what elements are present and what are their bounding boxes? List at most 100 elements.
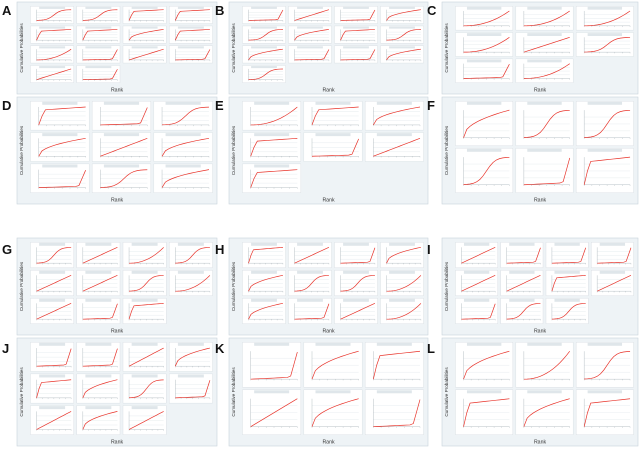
x-axis-label: Rank — [534, 440, 547, 446]
cumulative-curve — [161, 137, 210, 157]
subplot — [455, 32, 514, 57]
cumulative-curve — [38, 137, 86, 157]
cumulative-curve — [82, 49, 118, 61]
cumulative-curve — [311, 138, 359, 157]
subplot — [288, 241, 332, 268]
cumulative-curve — [248, 302, 283, 320]
cumulative-curve — [311, 398, 359, 427]
cumulative-curve — [162, 106, 209, 126]
y-axis-label: Cumulative Probabilities — [19, 125, 24, 175]
panel-f: F Cumulative Probabilities Rank — [427, 96, 639, 205]
cumulative-curve — [523, 109, 570, 138]
cumulative-curve — [461, 303, 496, 320]
panel-letter: L — [427, 341, 435, 356]
panel-letter: C — [427, 3, 437, 18]
cumulative-curve — [386, 48, 421, 61]
subplot — [169, 5, 213, 24]
subplot — [169, 373, 213, 404]
cumulative-curve — [100, 107, 148, 126]
cumulative-curve — [248, 247, 283, 264]
subplot — [91, 163, 152, 194]
subplot — [153, 163, 213, 194]
subplot — [334, 25, 378, 44]
subplot — [591, 241, 634, 268]
cumulative-curve — [340, 29, 375, 41]
subplot — [364, 389, 424, 436]
cumulative-curve — [36, 348, 72, 367]
y-axis-label: Cumulative Probabilities — [444, 125, 449, 175]
cumulative-curve — [36, 247, 72, 264]
subplot — [76, 270, 121, 297]
subplot — [545, 298, 589, 325]
cumulative-curve — [82, 69, 118, 81]
subplot — [515, 58, 574, 83]
cumulative-curve — [583, 156, 631, 185]
x-axis-label: Rank — [322, 88, 335, 94]
y-axis-label: Cumulative Probabilities — [444, 367, 449, 417]
subplot — [30, 5, 74, 24]
cumulative-curve — [506, 275, 541, 292]
cumulative-curve — [36, 29, 72, 41]
cumulative-curve — [523, 10, 570, 27]
subplot — [334, 5, 378, 24]
subplot — [76, 5, 121, 24]
cumulative-curve — [294, 303, 330, 320]
subplot — [288, 45, 332, 64]
cumulative-curve — [584, 10, 631, 27]
cumulative-curve — [128, 303, 164, 320]
cumulative-curve — [506, 303, 541, 320]
subplot — [169, 241, 213, 268]
subplot — [122, 405, 167, 435]
panel-e: E Cumulative Probabilities Rank — [215, 96, 429, 205]
subplot — [515, 32, 574, 57]
cumulative-curve — [463, 10, 510, 27]
subplot — [122, 241, 167, 268]
cumulative-curve — [250, 106, 298, 126]
subplot — [30, 100, 90, 131]
cumulative-curve — [551, 303, 586, 320]
subplot — [91, 132, 152, 162]
subplot — [242, 389, 302, 436]
subplot — [242, 5, 286, 24]
cumulative-curve — [36, 411, 72, 430]
subplot — [242, 65, 286, 83]
cumulative-curve — [523, 398, 570, 427]
cumulative-curve — [311, 350, 359, 380]
subplot — [30, 132, 90, 162]
cumulative-curve — [340, 275, 375, 292]
cumulative-curve — [523, 351, 571, 380]
subplot — [380, 241, 424, 268]
cumulative-curve — [386, 303, 422, 320]
cumulative-curve — [38, 170, 86, 188]
cumulative-curve — [174, 9, 210, 21]
x-axis-label: Rank — [322, 440, 335, 446]
panel-j: J Cumulative Probabilities Rank — [2, 337, 218, 447]
x-axis-label: Rank — [534, 329, 547, 335]
subplot — [334, 270, 378, 297]
panel-d: D Cumulative Probabilities Rank — [2, 96, 218, 205]
cumulative-curve — [523, 36, 570, 53]
subplot — [455, 5, 514, 31]
subplot — [76, 25, 121, 44]
cumulative-curve — [82, 275, 118, 292]
subplot — [153, 100, 213, 131]
cumulative-curve — [175, 380, 211, 399]
panel-letter: B — [215, 3, 224, 18]
cumulative-curve — [294, 247, 330, 264]
cumulative-curve — [175, 49, 211, 61]
panel-letter: D — [2, 98, 11, 113]
cumulative-curve — [551, 275, 586, 292]
cumulative-curve — [463, 156, 510, 185]
subplot — [334, 298, 378, 325]
subplot — [169, 45, 213, 64]
panel-letter: G — [2, 242, 12, 257]
cumulative-curve — [463, 63, 510, 79]
cumulative-curve — [461, 275, 496, 292]
subplot — [575, 147, 634, 193]
cumulative-curve — [161, 169, 210, 188]
subplot — [76, 45, 121, 64]
subplot — [364, 100, 424, 131]
subplot — [122, 298, 167, 325]
subplot — [364, 342, 424, 388]
panel-h: H Cumulative Probabilities Rank — [215, 237, 429, 336]
